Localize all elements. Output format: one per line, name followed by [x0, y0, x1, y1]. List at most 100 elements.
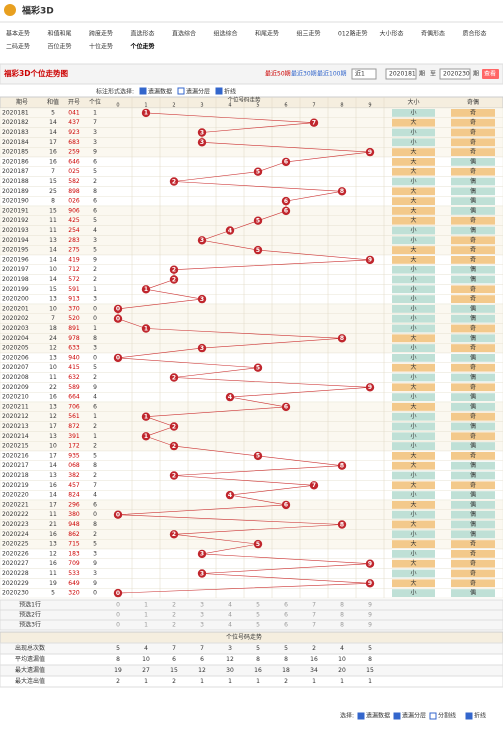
select[interactable] [351, 68, 377, 80]
sum: 11 [49, 374, 57, 381]
size-cell [392, 354, 435, 362]
nav-tab[interactable]: 和值和尾 [48, 30, 72, 38]
preselect-digit[interactable]: 7 [312, 622, 316, 629]
stats-row [0, 664, 503, 677]
quick-range[interactable]: 最近30期 [291, 70, 317, 78]
size-cell [392, 432, 435, 441]
ones-digit: 7 [93, 482, 97, 489]
preselect-digit[interactable]: 6 [284, 612, 288, 619]
sum: 13 [49, 296, 57, 303]
to-input[interactable] [439, 68, 471, 80]
quick-range[interactable]: 最近50期 [265, 70, 291, 78]
preselect-digit[interactable]: 1 [144, 612, 148, 619]
preselect-digit[interactable]: 6 [284, 602, 288, 609]
checkbox[interactable] [215, 87, 223, 95]
preselect-digit[interactable]: 5 [256, 622, 260, 629]
parity: 偶 [470, 197, 476, 205]
nav-tab[interactable]: 质合形态 [463, 30, 487, 38]
preselect-digit[interactable]: 5 [256, 602, 260, 609]
size-cell [392, 442, 435, 450]
draw-number: 283 [68, 237, 80, 244]
hit-ball [169, 530, 179, 539]
preselect-digit[interactable]: 3 [200, 622, 204, 629]
hit-ball-label: 2 [172, 374, 176, 381]
stats-row [0, 653, 503, 666]
preselect-digit[interactable]: 8 [340, 602, 344, 609]
hit-ball [113, 588, 123, 598]
issue: 2020188 [2, 178, 29, 185]
preselect-digit[interactable]: 3 [200, 612, 204, 619]
preselect-digit[interactable]: 2 [172, 612, 176, 619]
parity-cell [451, 422, 495, 431]
preselect-digit[interactable]: 8 [340, 612, 344, 619]
nav-tab[interactable]: 跨度走势 [89, 30, 113, 38]
hit-ball [169, 265, 179, 274]
preselect-digit[interactable]: 5 [256, 612, 260, 619]
preselect-digit[interactable]: 4 [228, 622, 232, 629]
preselect-digit[interactable]: 9 [368, 622, 372, 629]
preselect-digit[interactable]: 4 [228, 612, 232, 619]
nav-tab[interactable]: 基本走势 [6, 30, 30, 38]
draw-number: 709 [68, 560, 80, 567]
issue: 2020184 [2, 139, 29, 146]
options-label: 标注形式选择: [96, 88, 134, 96]
preselect-digit[interactable]: 0 [116, 602, 120, 609]
nav-tab[interactable]: 和尾走势 [255, 30, 279, 38]
draw-number: 259 [68, 149, 80, 156]
preselect-digit[interactable]: 1 [144, 602, 148, 609]
ones-digit: 3 [93, 139, 97, 146]
nav-tab[interactable]: 十位走势 [89, 43, 113, 51]
nav-tab[interactable]: 奇偶形态 [421, 30, 445, 38]
nav-tab[interactable]: 直选综合 [172, 30, 196, 38]
hit-ball [113, 314, 123, 323]
quick-range[interactable]: 最近100期 [317, 70, 346, 78]
footer-label: 选择: [340, 712, 354, 720]
ones-digit: 0 [93, 511, 97, 518]
checkbox[interactable] [357, 712, 365, 720]
nav-tab[interactable]: 直选形态 [131, 30, 155, 38]
preselect-digit[interactable]: 3 [200, 602, 204, 609]
sum: 7 [51, 168, 55, 175]
preselect-digit[interactable]: 6 [284, 622, 288, 629]
stats-value: 30 [226, 667, 234, 674]
stats-value: 5 [256, 645, 260, 652]
draw-number: 533 [68, 570, 80, 577]
footer-option: 分割线 [438, 712, 456, 720]
preselect-digit[interactable]: 0 [116, 622, 120, 629]
preselect-digit[interactable]: 2 [172, 602, 176, 609]
column-header: 个位 [89, 98, 101, 106]
preselect-digit[interactable]: 9 [368, 612, 372, 619]
nav-tab[interactable]: 个位走势 [130, 43, 155, 51]
preselect-digit[interactable]: 0 [116, 612, 120, 619]
draw-number: 706 [68, 403, 80, 410]
issue: 2020201 [2, 305, 29, 312]
checkbox[interactable] [465, 712, 473, 720]
parity: 奇 [470, 344, 476, 352]
preselect-digit[interactable]: 9 [368, 602, 372, 609]
preselect-digit[interactable]: 7 [312, 602, 316, 609]
from-input[interactable] [385, 68, 417, 80]
checkbox[interactable] [393, 712, 401, 720]
preselect-digit[interactable]: 8 [340, 622, 344, 629]
preselect-digit[interactable]: 7 [312, 612, 316, 619]
preselect-digit[interactable]: 2 [172, 622, 176, 629]
nav-tab[interactable]: 大小形态 [380, 30, 404, 38]
nav-tab[interactable]: 二码走势 [6, 43, 30, 51]
nav-tab[interactable]: 组三走势 [297, 30, 321, 38]
nav-tab[interactable]: 组选综合 [214, 30, 238, 38]
stats-value: 15 [170, 667, 178, 674]
size: 大 [410, 118, 416, 126]
ones-digit: 5 [93, 364, 97, 371]
preselect-digit[interactable]: 1 [144, 622, 148, 629]
hit-ball-label: 5 [256, 365, 260, 372]
nav-tab[interactable]: 012路走势 [338, 30, 367, 38]
checkbox[interactable] [429, 712, 437, 720]
draw-number: 649 [68, 580, 80, 587]
nav-tab[interactable]: 百位走势 [48, 43, 72, 51]
view-button[interactable] [482, 69, 499, 79]
draw-number: 940 [68, 354, 80, 361]
checkbox[interactable] [177, 87, 185, 95]
preselect-digit[interactable]: 4 [228, 602, 232, 609]
stats-value: 7 [200, 645, 204, 652]
checkbox[interactable] [139, 87, 147, 95]
